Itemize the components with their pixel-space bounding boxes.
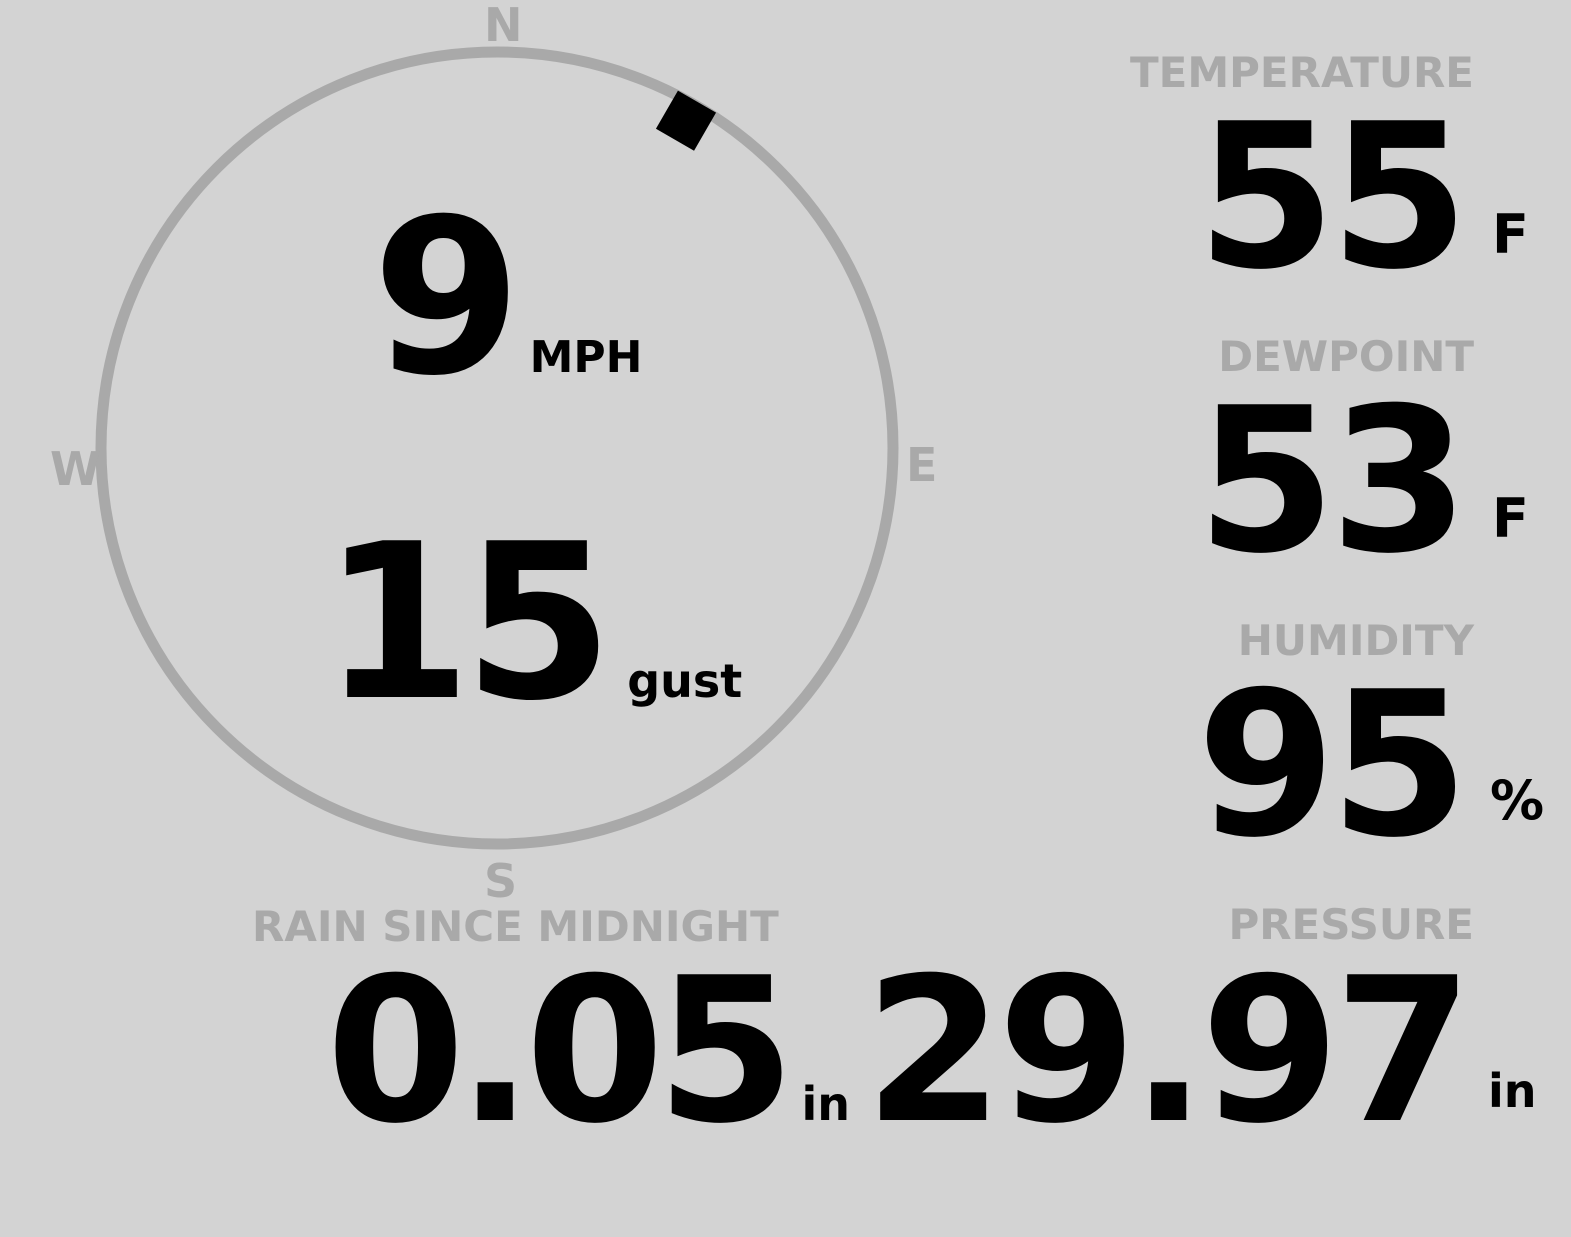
temperature-value: 55 [1196,81,1469,314]
pressure-label: PRESSURE [1228,900,1474,949]
humidity-label: HUMIDITY [1237,616,1474,665]
dewpoint-value: 53 [1196,365,1469,598]
wind-gust: 15 gust [322,515,742,730]
dewpoint-label: DEWPOINT [1218,332,1474,381]
wind-speed: 9 MPH [372,190,642,405]
rain-unit: in [801,1077,850,1131]
wind-gust-value: 15 [322,497,613,748]
dewpoint-unit: F [1492,487,1529,550]
wind-direction-marker [655,90,717,151]
rain-label: RAIN SINCE MIDNIGHT [252,902,779,951]
compass-south: S [484,854,518,908]
wind-gust-unit: gust [627,654,743,708]
pressure-unit: in [1488,1064,1537,1118]
compass-ring [95,46,899,850]
rain-value: 0.05 [326,935,795,1168]
compass-west: W [50,442,101,496]
pressure-value: 29.97 [864,935,1473,1168]
compass-north: N [484,0,523,52]
rain: 0.05 in [326,952,850,1152]
wind-compass [95,46,899,850]
wind-speed-value: 9 [372,172,522,423]
temperature-unit: F [1492,203,1529,266]
humidity-unit: % [1490,769,1545,832]
compass-east: E [906,438,938,492]
humidity-value: 95 [1196,649,1469,882]
wind-speed-unit: MPH [529,332,643,383]
temperature-label: TEMPERATURE [1130,48,1474,97]
